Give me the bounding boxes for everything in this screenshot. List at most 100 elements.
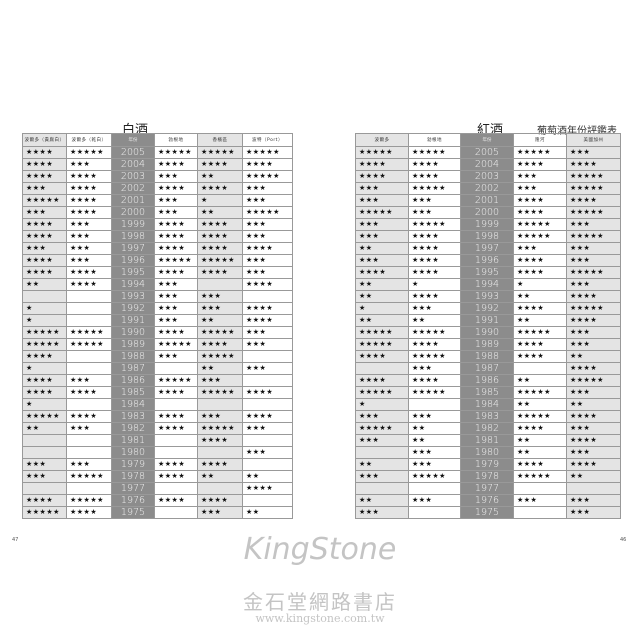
star-rating-cell: ★★★★★ (66, 146, 112, 159)
year-cell: 1985 (111, 386, 155, 399)
star-rating-cell: ★★★ (66, 422, 112, 435)
star-rating-cell: ★★★ (154, 278, 198, 291)
year-cell: 1976 (111, 494, 155, 507)
table-row: 1977 ★★★★ (22, 482, 293, 495)
year-cell: 1995 (460, 266, 514, 279)
star-rating-cell: ★★★ (22, 206, 67, 219)
star-rating-cell: ★★★★★ (154, 146, 198, 159)
table-row: ★★★★★ ★★★★★ 1990 ★★★★ ★★★★★ ★★★ (22, 326, 293, 339)
year-cell: 1988 (460, 350, 514, 363)
star-rating-cell: ★★★★★ (242, 206, 293, 219)
star-rating-cell: ★★★ (566, 326, 621, 339)
star-rating-cell: ★★ (355, 314, 409, 327)
table-row: ★ ★★★ 1992 ★★★★ ★★★★★ (355, 302, 621, 315)
star-rating-cell: ★★★★★ (197, 422, 243, 435)
star-rating-cell: ★★★ (355, 230, 409, 243)
star-rating-cell: ★★★★★ (566, 302, 621, 315)
chart-subtitle: 葡萄酒年份評鑑表 (537, 126, 617, 137)
star-rating-cell: ★★★ (66, 254, 112, 267)
star-rating-cell: ★★★★ (22, 146, 67, 159)
star-rating-cell: ★★★★★ (408, 350, 461, 363)
star-rating-cell: ★★★★ (355, 158, 409, 171)
table-row: 1980 ★★★ (22, 446, 293, 459)
star-rating-cell (408, 506, 461, 519)
year-cell: 2005 (111, 146, 155, 159)
year-cell: 1982 (460, 422, 514, 435)
star-rating-cell: ★★★★★ (566, 206, 621, 219)
table-row: ★★★ ★★★ 1997 ★★★★ ★★★★ ★★★★ (22, 242, 293, 255)
year-cell: 1989 (111, 338, 155, 351)
star-rating-cell: ★★★★★ (513, 386, 567, 399)
star-rating-cell: ★★★ (66, 374, 112, 387)
star-rating-cell: ★★★★★ (408, 182, 461, 195)
star-rating-cell: ★ (22, 398, 67, 411)
watermark-brand: KingStone (243, 532, 397, 567)
year-cell: 2003 (460, 170, 514, 183)
star-rating-cell: ★★★ (513, 242, 567, 255)
star-rating-cell: ★★★ (242, 422, 293, 435)
star-rating-cell: ★★★★★ (355, 386, 409, 399)
star-rating-cell: ★★★ (513, 494, 567, 507)
star-rating-cell: ★★★★★ (154, 254, 198, 267)
star-rating-cell: ★★★ (408, 494, 461, 507)
table-row: ★★★★ ★★★★★ 2005 ★★★★★ ★★★★★ ★★★★★ (22, 146, 293, 159)
table-row: ★★★★ ★★★★ 1995 ★★★★ ★★★★★ (355, 266, 621, 279)
star-rating-cell: ★★★ (566, 338, 621, 351)
table-row: ★★★★ ★★★ 1986 ★★★★★ ★★★ (22, 374, 293, 387)
star-rating-cell (197, 446, 243, 459)
star-rating-cell: ★★ (197, 362, 243, 375)
star-rating-cell: ★★★ (355, 410, 409, 423)
star-rating-cell: ★★★ (154, 290, 198, 303)
year-cell: 2002 (460, 182, 514, 195)
star-rating-cell: ★★★ (513, 170, 567, 183)
star-rating-cell (22, 482, 67, 495)
star-rating-cell: ★★★★ (242, 242, 293, 255)
table-row: ★★★★ ★★★★ 2003 ★★★ ★★ ★★★★★ (22, 170, 293, 183)
watermark-url: www.kingstone.com.tw (255, 612, 385, 625)
star-rating-cell: ★★★★★ (408, 146, 461, 159)
star-rating-cell: ★★★ (22, 458, 67, 471)
star-rating-cell: ★★ (513, 314, 567, 327)
column-header: 香檳區 (197, 133, 243, 147)
star-rating-cell: ★★ (197, 206, 243, 219)
year-cell: 1999 (111, 218, 155, 231)
star-rating-cell: ★★★ (154, 314, 198, 327)
year-cell: 1987 (111, 362, 155, 375)
year-cell: 1976 (460, 494, 514, 507)
star-rating-cell (66, 350, 112, 363)
star-rating-cell: ★ (22, 362, 67, 375)
star-rating-cell (355, 362, 409, 375)
table-row: 1977 (355, 482, 621, 495)
star-rating-cell: ★★ (408, 314, 461, 327)
star-rating-cell: ★★★★★ (355, 338, 409, 351)
star-rating-cell: ★★★★★ (22, 194, 67, 207)
star-rating-cell: ★★★★ (408, 338, 461, 351)
star-rating-cell: ★★★★ (408, 290, 461, 303)
year-cell: 1998 (460, 230, 514, 243)
table-row: ★★★★ 1988 ★★★ ★★★★★ (22, 350, 293, 363)
star-rating-cell: ★★★★★ (408, 326, 461, 339)
table-row: ★★★★ ★★★ 2004 ★★★★ ★★★★ ★★★★ (22, 158, 293, 171)
year-cell: 1993 (460, 290, 514, 303)
star-rating-cell: ★★★★★ (66, 470, 112, 483)
star-rating-cell: ★★★★★ (22, 338, 67, 351)
year-cell: 1997 (460, 242, 514, 255)
table-row: ★★★ ★★★★★ 2002 ★★★ ★★★★★ (355, 182, 621, 195)
table-row: ★★★ ★★★★★ 1999 ★★★★★ ★★★ (355, 218, 621, 231)
star-rating-cell: ★★★★★ (408, 470, 461, 483)
table-row: ★ 1987 ★★ ★★★ (22, 362, 293, 375)
star-rating-cell: ★★ (355, 290, 409, 303)
table-row: ★★★★★ ★★★★★ 1989 ★★★★★ ★★★★ ★★★ (22, 338, 293, 351)
star-rating-cell: ★★★★ (22, 218, 67, 231)
white-wine-vintage-table: 波爾多（貴腐白） 波爾多（乾白） 年份 勃根地 香檳區 波特（Port） ★★★★ ★★★★★… (22, 133, 293, 519)
year-cell: 2000 (111, 206, 155, 219)
star-rating-cell: ★★★★ (154, 410, 198, 423)
star-rating-cell: ★★★★★ (66, 338, 112, 351)
year-cell: 1992 (460, 302, 514, 315)
star-rating-cell: ★★★★ (66, 506, 112, 519)
star-rating-cell (154, 434, 198, 447)
star-rating-cell: ★★★ (197, 410, 243, 423)
star-rating-cell: ★★★★★ (513, 410, 567, 423)
star-rating-cell (22, 290, 67, 303)
star-rating-cell: ★★★★ (154, 470, 198, 483)
